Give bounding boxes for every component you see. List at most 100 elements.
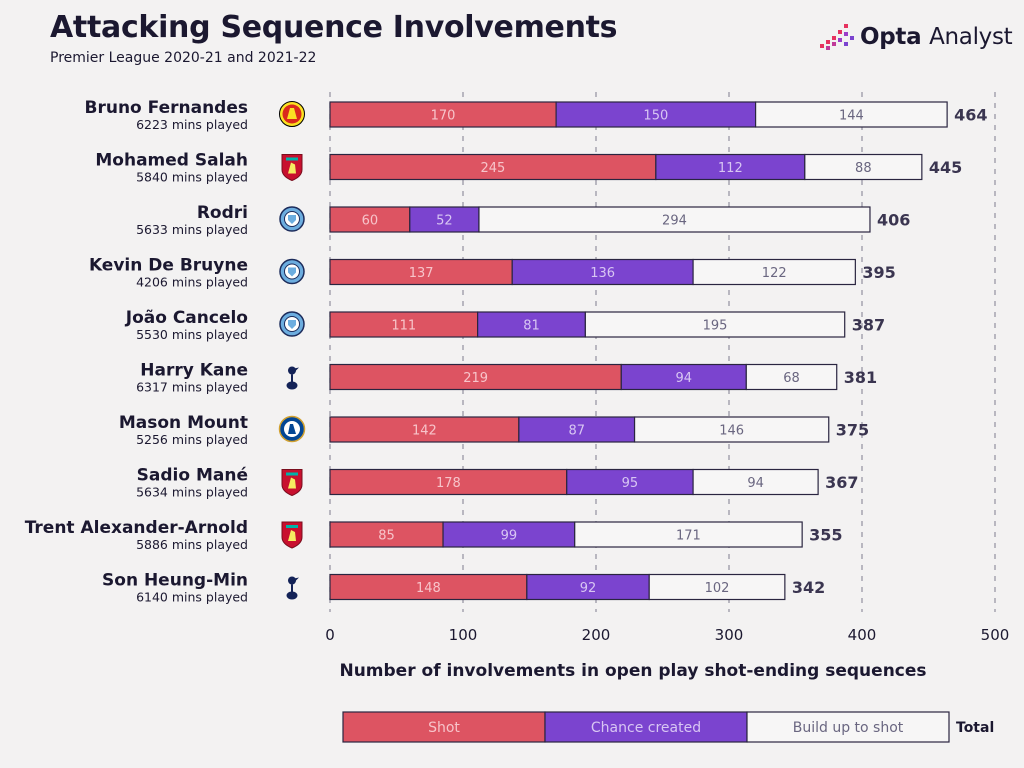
bar-build-up (804, 153, 923, 181)
player-name: Mohamed Salah (95, 151, 248, 171)
bar-build-up (648, 573, 786, 601)
bar-shot-label: 137 (409, 266, 434, 281)
player-minutes: 4206 mins played (136, 275, 248, 290)
brand-name-light: Analyst (929, 24, 1013, 50)
bars: 170 150 144 464 245 112 88 445 60 52 294 406 137 136 1… (329, 101, 988, 601)
x-tick-label: 300 (715, 626, 744, 644)
bar-chance-created-label: 150 (643, 109, 668, 124)
bar-total-label: 406 (877, 211, 910, 230)
player-minutes: 6223 mins played (136, 117, 248, 132)
bar-build-up (692, 258, 856, 286)
tottenham-crest-icon (286, 366, 299, 390)
manchester-city-crest-icon (279, 206, 305, 232)
manchester-city-crest-icon (279, 311, 305, 337)
bar-build-up-label: 88 (855, 161, 872, 176)
bar-shot (329, 258, 513, 286)
bar-total-label: 395 (862, 263, 895, 282)
bar-build-up-label: 122 (762, 266, 787, 281)
bar-build-up (754, 101, 948, 128)
x-axis-title: Number of involvements in open play shot… (339, 661, 926, 681)
bar-shot (329, 153, 657, 181)
player-minutes: 5530 mins played (136, 327, 248, 342)
player-minutes: 6317 mins played (136, 380, 248, 395)
x-tick-label: 100 (449, 626, 478, 644)
bar-shot-label: 85 (378, 529, 395, 544)
legend-shot-swatch (342, 711, 546, 743)
legend: Shot Chance created Build up to shot Total (342, 711, 994, 743)
bar-shot (329, 416, 520, 443)
bar-chance-created (526, 573, 650, 601)
bar-chance-created (655, 153, 806, 181)
bar-chance-created-label: 136 (590, 266, 615, 281)
bar-total-label: 342 (792, 578, 825, 597)
player-name: Harry Kane (140, 361, 248, 381)
bar-chance-created (518, 416, 636, 443)
bar-total-label: 381 (844, 368, 877, 387)
bar-total-label: 355 (809, 526, 842, 545)
bar-shot-label: 170 (431, 109, 456, 124)
player-minutes: 5840 mins played (136, 170, 248, 185)
bar-build-up-label: 94 (747, 476, 764, 491)
liverpool-crest-icon (281, 469, 303, 497)
bar-build-up-label: 171 (676, 529, 701, 544)
player-name: Sadio Mané (137, 466, 248, 486)
legend-chance-created-swatch (544, 711, 748, 743)
bar-shot-label: 245 (481, 161, 506, 176)
bar-chance-created-label: 87 (568, 424, 585, 439)
x-axis: 0 100 200 300 400 500 Number of involvements i… (325, 626, 1009, 681)
player-minutes: 5256 mins played (136, 432, 248, 447)
bar-build-up (584, 311, 846, 338)
opta-logo-icon (820, 24, 854, 50)
bar-chance-created (555, 101, 757, 128)
bar-total-label: 367 (825, 473, 858, 492)
bar-chance-created (477, 311, 586, 338)
bar-shot-label: 142 (412, 424, 437, 439)
bar-total-label: 375 (836, 421, 869, 440)
bar-build-up-label: 294 (662, 214, 687, 229)
player-name: Trent Alexander-Arnold (25, 518, 248, 538)
brand-logo: Opta Analyst (820, 22, 1013, 52)
bar-chance-created (442, 521, 576, 548)
x-tick-label: 200 (582, 626, 611, 644)
brand-name-bold: Opta (860, 24, 922, 50)
legend-build-up-label: Build up to shot (793, 720, 904, 736)
bar-build-up (633, 416, 830, 443)
bar-shot (329, 311, 479, 338)
bar-build-up-label: 68 (783, 371, 800, 386)
manchester-united-crest-icon (279, 101, 305, 127)
liverpool-crest-icon (281, 154, 303, 182)
bar-build-up (478, 206, 871, 233)
player-name: Rodri (197, 203, 248, 223)
bar-chance-created (511, 258, 694, 286)
x-tick-label: 0 (325, 626, 335, 644)
bar-total-label: 464 (954, 106, 987, 125)
liverpool-crest-icon (281, 521, 303, 549)
bar-build-up-label: 102 (705, 581, 730, 596)
player-minutes: 5633 mins played (136, 222, 248, 237)
bar-build-up (574, 521, 803, 548)
player-minutes: 5886 mins played (136, 537, 248, 552)
bar-chance-created-label: 81 (523, 319, 540, 334)
player-minutes: 5634 mins played (136, 485, 248, 500)
bar-shot-label: 60 (362, 214, 379, 229)
bar-chance-created-label: 52 (436, 214, 453, 229)
bar-shot-label: 178 (436, 476, 461, 491)
bar-chance-created (566, 468, 694, 496)
bar-total-label: 445 (929, 158, 962, 177)
legend-shot-label: Shot (428, 720, 460, 736)
bar-build-up-label: 146 (719, 424, 744, 439)
bar-chance-created-label: 99 (501, 529, 518, 544)
brand-name: Opta Analyst (860, 24, 1013, 50)
bar-shot-label: 219 (463, 371, 488, 386)
bar-shot (329, 468, 568, 496)
bar-build-up (745, 363, 838, 391)
player-name: João Cancelo (125, 308, 248, 328)
bar-shot-label: 111 (391, 319, 416, 334)
bar-chance-created-label: 92 (580, 581, 597, 596)
bar-shot (329, 573, 528, 601)
legend-total-label: Total (956, 720, 994, 736)
bar-shot (329, 206, 411, 233)
player-name: Mason Mount (119, 413, 248, 433)
